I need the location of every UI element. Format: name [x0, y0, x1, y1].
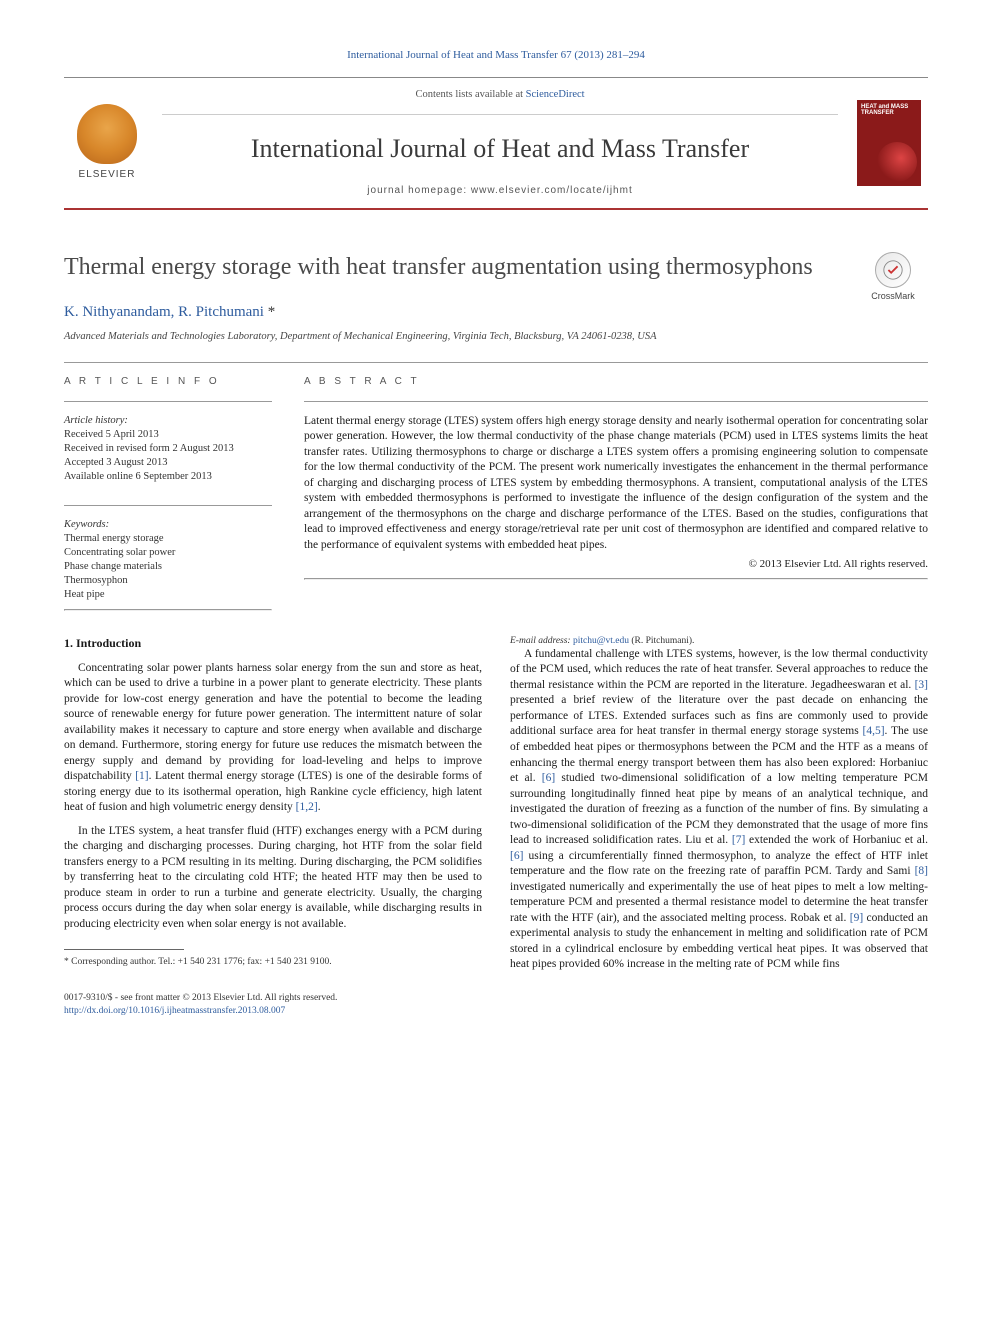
- journal-name: International Journal of Heat and Mass T…: [162, 131, 838, 166]
- authors-line: K. Nithyanandam, R. Pitchumani *: [64, 302, 928, 322]
- elsevier-logo[interactable]: ELSEVIER: [64, 78, 150, 208]
- divider: [304, 578, 928, 580]
- history-revised: Received in revised form 2 August 2013: [64, 442, 272, 456]
- keyword: Phase change materials: [64, 560, 272, 574]
- text-run: Concentrating solar power plants harness…: [64, 662, 482, 783]
- crossmark-widget[interactable]: CrossMark: [858, 252, 928, 302]
- citation-link[interactable]: [6]: [510, 850, 523, 862]
- text-run: extended the work of Horbaniuc et al.: [745, 834, 928, 846]
- article-info-heading: A R T I C L E I N F O: [64, 375, 272, 389]
- divider: [64, 362, 928, 363]
- citation-link[interactable]: [7]: [732, 834, 745, 846]
- history-accepted: Accepted 3 August 2013: [64, 456, 272, 470]
- footnote-email-label: E-mail address:: [510, 636, 573, 646]
- issn-line: 0017-9310/$ - see front matter © 2013 El…: [64, 992, 337, 1005]
- sciencedirect-link[interactable]: ScienceDirect: [526, 89, 585, 100]
- crossmark-label: CrossMark: [871, 291, 915, 301]
- footnote-rule: [64, 949, 184, 950]
- keywords: Keywords: Thermal energy storage Concent…: [64, 518, 272, 603]
- abstract-heading: A B S T R A C T: [304, 375, 928, 389]
- article-body: 1. Introduction Concentrating solar powe…: [64, 635, 928, 975]
- keyword: Heat pipe: [64, 588, 272, 602]
- citation-link[interactable]: [1,2]: [296, 801, 318, 813]
- page-footer: 0017-9310/$ - see front matter © 2013 El…: [64, 992, 928, 1018]
- citation-link[interactable]: [4,5]: [862, 725, 884, 737]
- citation-link[interactable]: [8]: [915, 865, 928, 877]
- abstract-text: Latent thermal energy storage (LTES) sys…: [304, 414, 928, 554]
- affiliation: Advanced Materials and Technologies Labo…: [64, 330, 928, 344]
- citation-link[interactable]: [1]: [135, 770, 148, 782]
- keyword: Concentrating solar power: [64, 546, 272, 560]
- cover-title: HEAT and MASS TRANSFER: [861, 104, 917, 117]
- body-paragraph: Concentrating solar power plants harness…: [64, 661, 482, 816]
- author-link[interactable]: K. Nithyanandam, R. Pitchumani: [64, 304, 264, 320]
- divider: [64, 505, 272, 506]
- article-history: Article history: Received 5 April 2013 R…: [64, 414, 272, 485]
- journal-reference: International Journal of Heat and Mass T…: [64, 48, 928, 63]
- elsevier-wordmark: ELSEVIER: [79, 168, 136, 182]
- footnote-tail: (R. Pitchumani).: [629, 636, 694, 646]
- journal-header: ELSEVIER Contents lists available at Sci…: [64, 77, 928, 210]
- elsevier-tree-icon: [77, 104, 137, 164]
- text-run: using a circumferentially finned thermos…: [510, 850, 928, 878]
- corresponding-mark: *: [268, 304, 276, 320]
- history-received: Received 5 April 2013: [64, 428, 272, 442]
- body-paragraph: A fundamental challenge with LTES system…: [510, 647, 928, 973]
- text-run: .: [318, 801, 321, 813]
- journal-homepage: journal homepage: www.elsevier.com/locat…: [162, 184, 838, 198]
- text-run: A fundamental challenge with LTES system…: [510, 648, 928, 691]
- citation-link[interactable]: [9]: [850, 912, 863, 924]
- divider: [304, 401, 928, 402]
- keyword: Thermal energy storage: [64, 532, 272, 546]
- divider: [64, 401, 272, 402]
- crossmark-icon: [875, 252, 911, 288]
- footnote-email-link[interactable]: pitchu@vt.edu: [573, 636, 629, 646]
- keywords-label: Keywords:: [64, 518, 272, 532]
- footnote-line: * Corresponding author. Tel.: +1 540 231…: [64, 956, 482, 968]
- section-heading: 1. Introduction: [64, 635, 482, 651]
- article-title: Thermal energy storage with heat transfe…: [64, 252, 858, 282]
- citation-link[interactable]: [3]: [915, 679, 928, 691]
- contents-pre: Contents lists available at: [415, 89, 525, 100]
- cover-art-icon: [877, 142, 917, 182]
- journal-cover-thumb[interactable]: HEAT and MASS TRANSFER: [850, 78, 928, 208]
- doi-link[interactable]: http://dx.doi.org/10.1016/j.ijheatmasstr…: [64, 1006, 285, 1016]
- history-online: Available online 6 September 2013: [64, 470, 272, 484]
- history-label: Article history:: [64, 414, 272, 428]
- body-paragraph: In the LTES system, a heat transfer flui…: [64, 824, 482, 933]
- contents-lists-line: Contents lists available at ScienceDirec…: [162, 84, 838, 115]
- citation-link[interactable]: [6]: [542, 772, 555, 784]
- keyword: Thermosyphon: [64, 574, 272, 588]
- copyright: © 2013 Elsevier Ltd. All rights reserved…: [304, 557, 928, 572]
- divider: [64, 609, 272, 611]
